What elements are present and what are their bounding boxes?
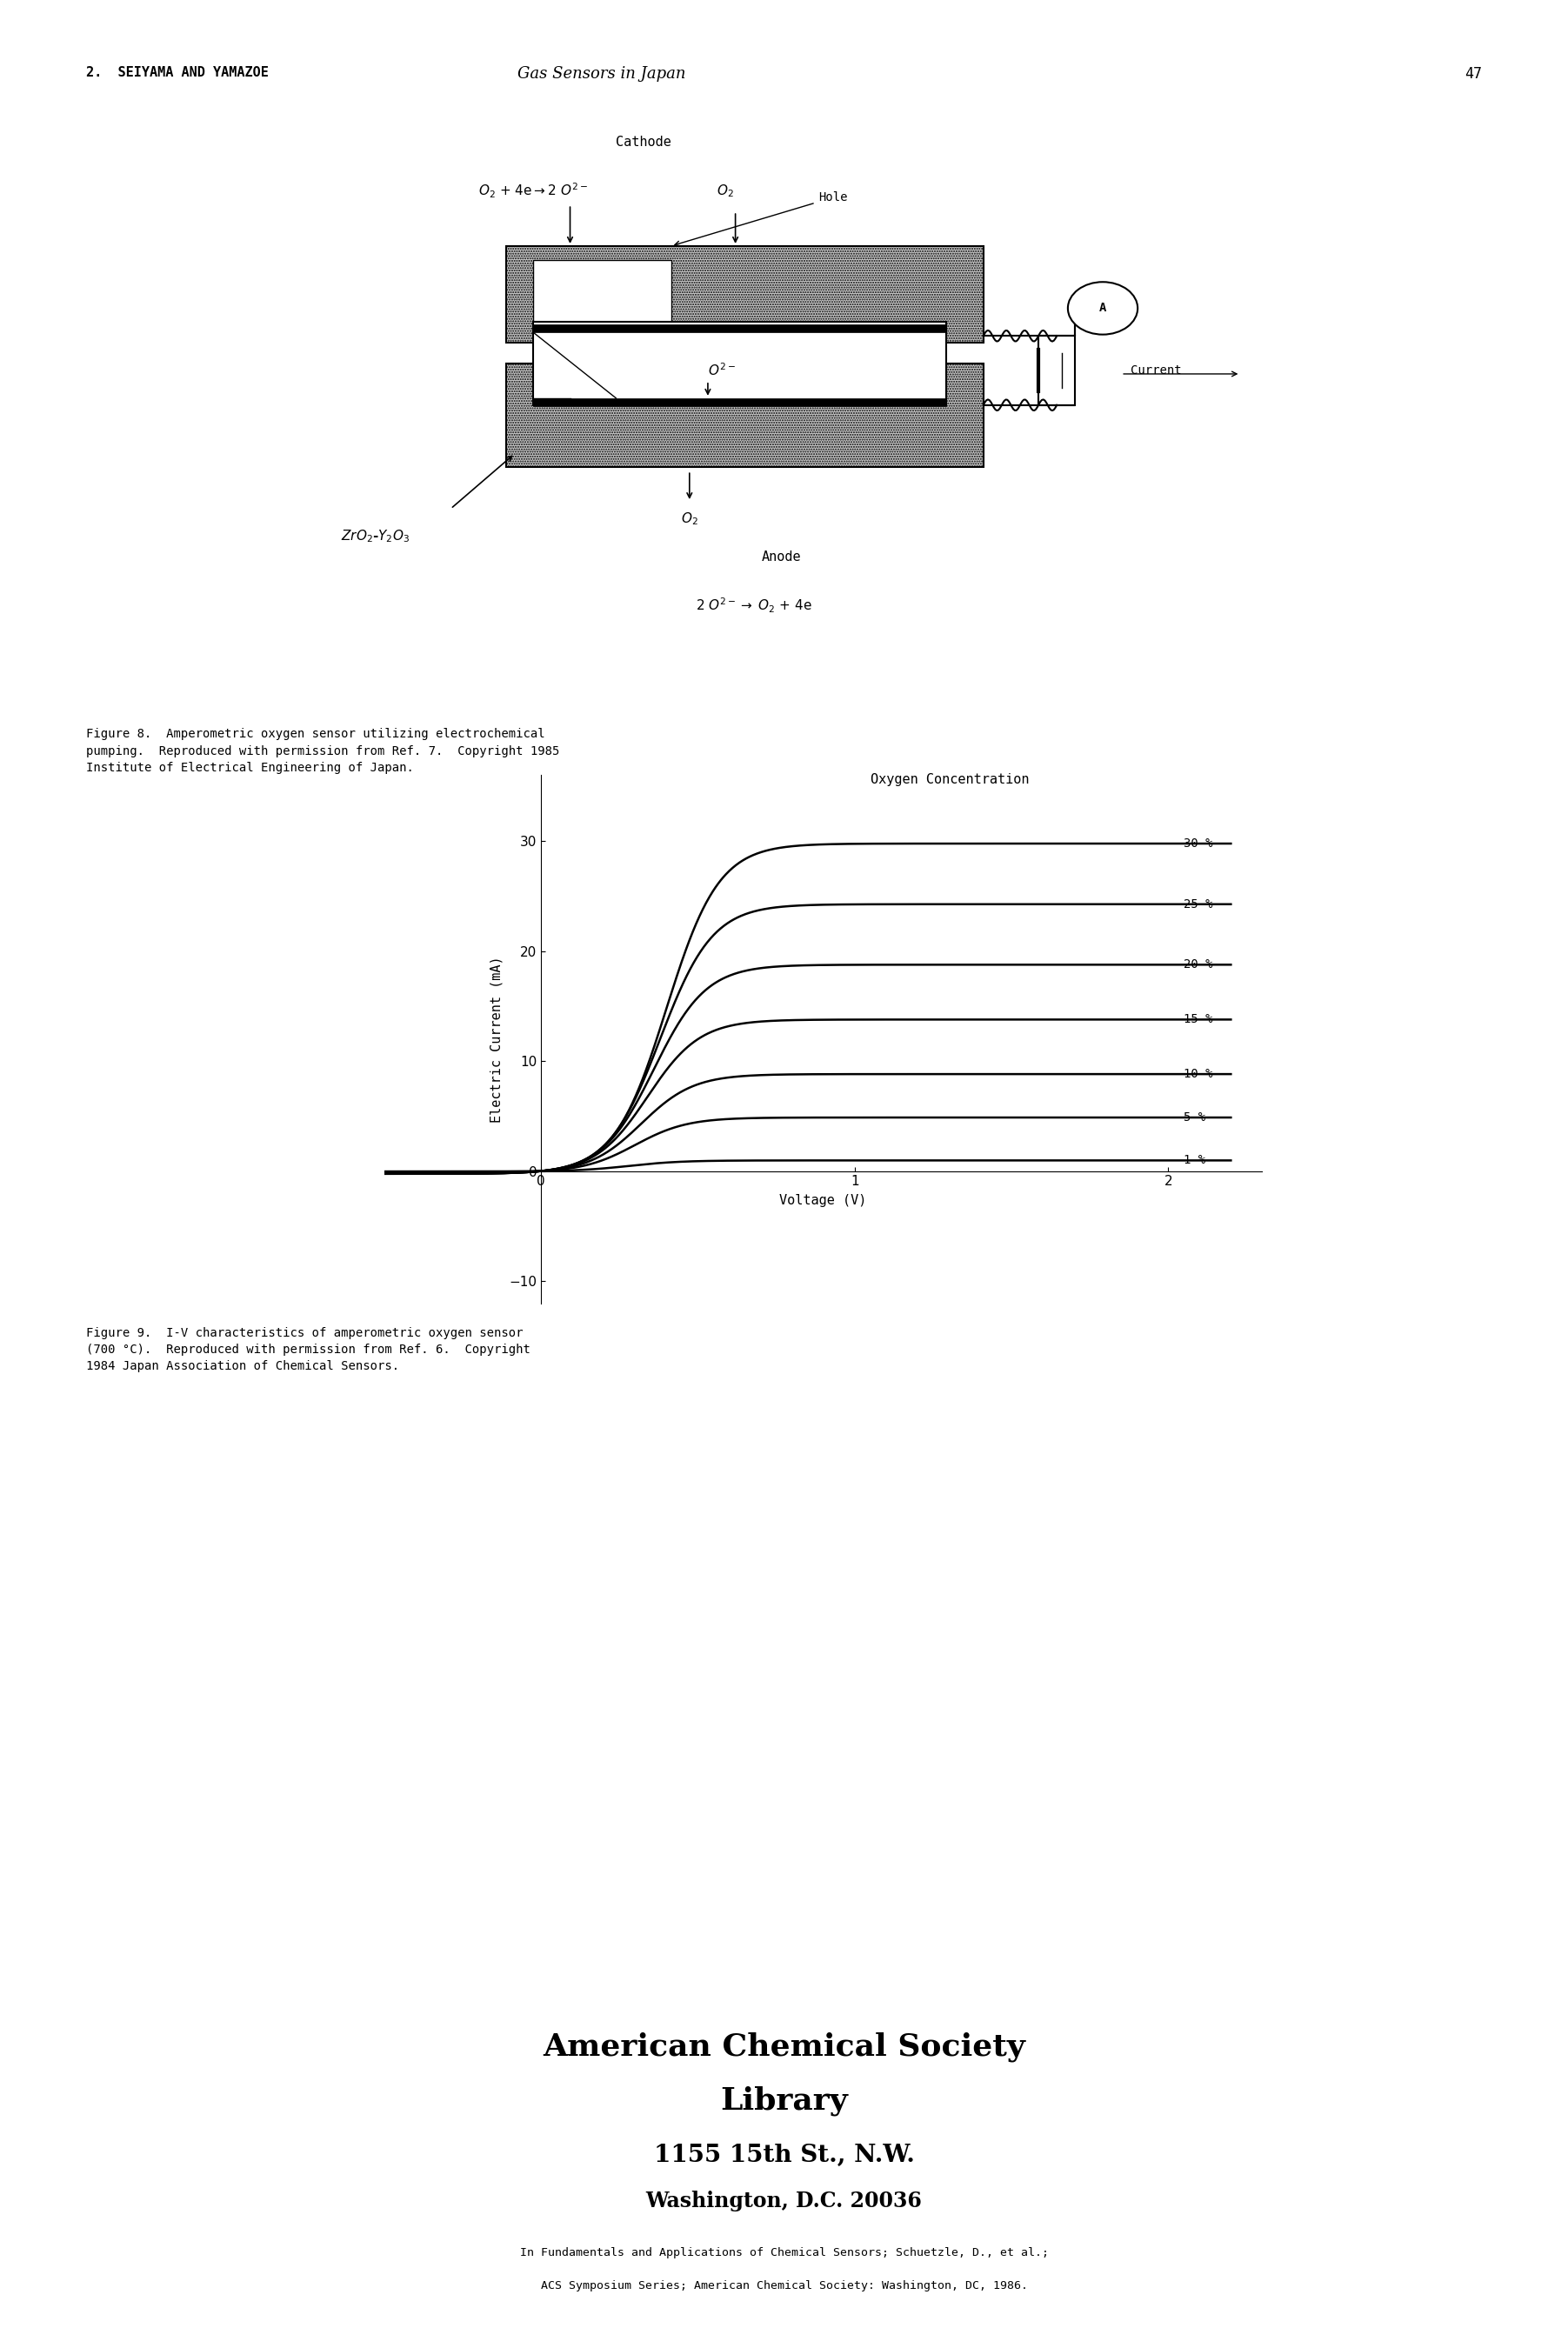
Text: 15 %: 15 %: [1184, 1014, 1214, 1026]
Text: Oxygen Concentration: Oxygen Concentration: [870, 772, 1029, 787]
Text: $O^{2-}$: $O^{2-}$: [707, 362, 735, 378]
Bar: [533, 322, 947, 404]
Bar: [506, 247, 983, 343]
Text: $ZrO_2$-$Y_2O_3$: $ZrO_2$-$Y_2O_3$: [340, 528, 409, 545]
Circle shape: [1068, 282, 1138, 333]
Text: Figure 8.  Amperometric oxygen sensor utilizing electrochemical
pumping.  Reprod: Figure 8. Amperometric oxygen sensor uti…: [86, 728, 560, 775]
Text: Hole: Hole: [674, 193, 847, 247]
Text: Library: Library: [720, 2085, 848, 2116]
Text: ACS Symposium Series; American Chemical Society: Washington, DC, 1986.: ACS Symposium Series; American Chemical …: [541, 2280, 1027, 2292]
Bar: [533, 399, 947, 406]
Bar: [506, 364, 983, 467]
Text: 25 %: 25 %: [1184, 899, 1214, 911]
Text: American Chemical Society: American Chemical Society: [543, 2031, 1025, 2062]
Text: 5 %: 5 %: [1184, 1111, 1206, 1125]
Text: Cathode: Cathode: [616, 136, 671, 148]
Text: $O_2$: $O_2$: [681, 512, 698, 528]
Text: Anode: Anode: [762, 552, 801, 564]
Bar: [533, 324, 947, 333]
Text: 10 %: 10 %: [1184, 1068, 1214, 1080]
Text: 1155 15th St., N.W.: 1155 15th St., N.W.: [654, 2144, 914, 2167]
Text: 20 %: 20 %: [1184, 958, 1214, 970]
X-axis label: Voltage (V): Voltage (V): [779, 1195, 867, 1207]
Text: $O_2$: $O_2$: [717, 183, 734, 200]
Bar: [533, 261, 671, 329]
Text: A: A: [1099, 303, 1107, 315]
Text: 2.  SEIYAMA AND YAMAZOE: 2. SEIYAMA AND YAMAZOE: [86, 66, 268, 80]
Text: 2 $O^{2-}$$\rightarrow$ $O_2$ + 4e: 2 $O^{2-}$$\rightarrow$ $O_2$ + 4e: [696, 596, 812, 615]
Text: 1 %: 1 %: [1184, 1155, 1206, 1167]
Text: Washington, D.C. 20036: Washington, D.C. 20036: [646, 2191, 922, 2212]
Text: 30 %: 30 %: [1184, 838, 1214, 850]
Text: Gas Sensors in Japan: Gas Sensors in Japan: [517, 66, 685, 82]
Text: 47: 47: [1465, 66, 1482, 82]
Text: In Fundamentals and Applications of Chemical Sensors; Schuetzle, D., et al.;: In Fundamentals and Applications of Chem…: [519, 2247, 1049, 2259]
Y-axis label: Electric Current (mA): Electric Current (mA): [489, 956, 503, 1122]
Text: Current: Current: [1131, 364, 1181, 376]
Text: $O_2$ + 4e$\rightarrow$2 $O^{2-}$: $O_2$ + 4e$\rightarrow$2 $O^{2-}$: [478, 181, 588, 200]
Text: Figure 9.  I-V characteristics of amperometric oxygen sensor
(700 °C).  Reproduc: Figure 9. I-V characteristics of amperom…: [86, 1327, 530, 1374]
